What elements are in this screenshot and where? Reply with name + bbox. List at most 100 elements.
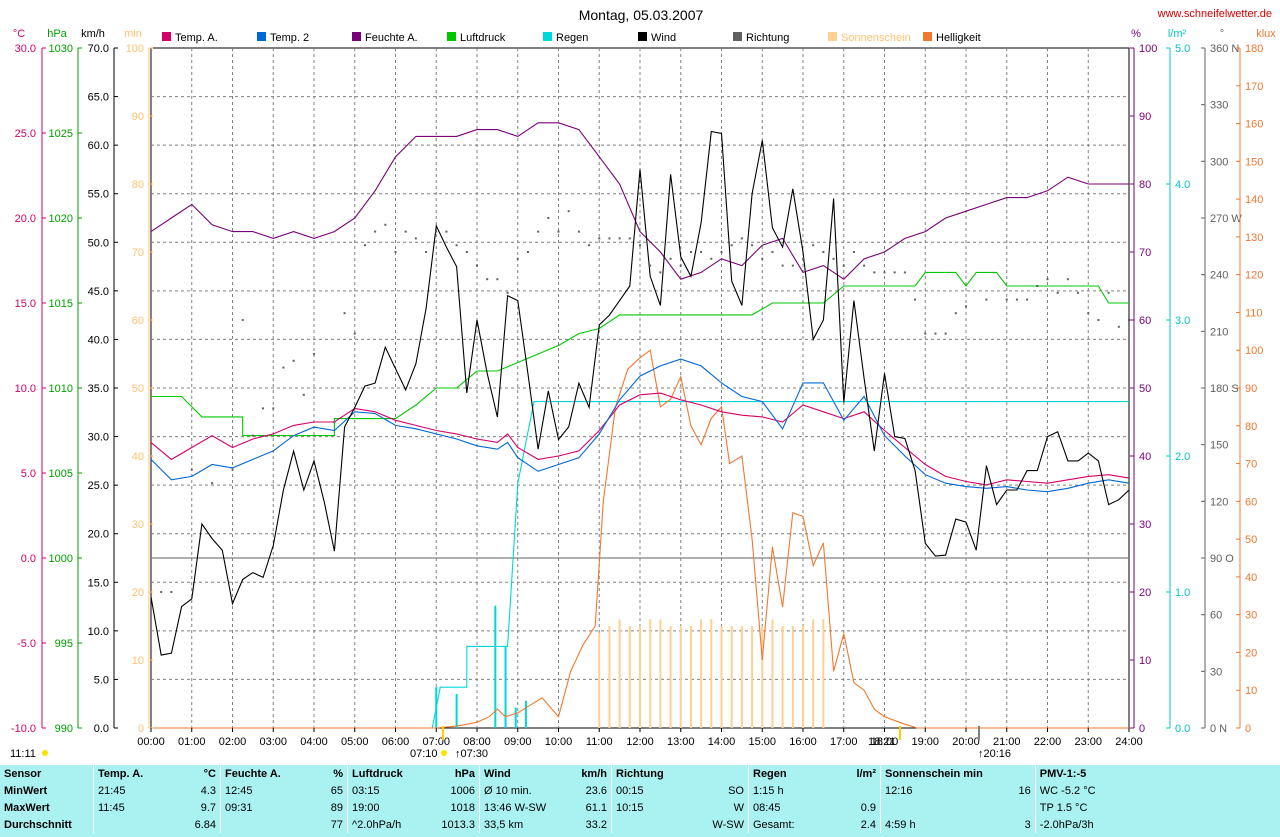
summary-cell: 33.2: [585, 818, 607, 831]
wind-axis-tick-label: 40.0: [88, 334, 109, 346]
series-lines: [150, 122, 1130, 729]
direction-point: [863, 264, 866, 267]
summary-row-label: MinWert: [4, 784, 48, 797]
summary-header-cell: [987, 765, 1036, 782]
series-helligkeit: [151, 349, 1129, 729]
direction-point: [649, 264, 652, 267]
minutes-axis-tick-label: 10: [132, 655, 144, 667]
legend-label: Feuchte A.: [365, 32, 418, 44]
direction-point: [333, 421, 336, 423]
lux-axis-tick-label: 80: [1245, 421, 1257, 433]
summary-header-cell: °C: [203, 767, 216, 780]
summary-cell: 21:45: [93, 782, 172, 799]
direction-point: [1036, 285, 1039, 287]
direction-point: [251, 434, 254, 437]
direction-point: [761, 257, 764, 260]
direction-point: [791, 264, 794, 267]
direction-point: [577, 230, 580, 233]
time-tick-label: 08:00: [463, 736, 491, 748]
wind-axis-tick-label: 45.0: [88, 286, 109, 298]
time-tick-label: 21:00: [993, 736, 1021, 748]
humidity-axis-tick-label: 90: [1139, 111, 1151, 123]
summary-cell: 23.6: [585, 784, 607, 797]
sun-icon: [441, 750, 447, 756]
direction-point: [313, 353, 315, 355]
sunshine-bars: [598, 619, 825, 728]
summary-cell: [93, 816, 172, 833]
direction-point: [363, 244, 366, 247]
lux-axis-tick-label: 60: [1245, 496, 1257, 508]
direction-point: [394, 251, 397, 253]
wind-axis-tick-label: 20.0: [88, 529, 109, 541]
humidity-axis-tick-label: 20: [1139, 587, 1151, 599]
time-tick-label: 17:00: [830, 736, 858, 748]
summary-cell: 89: [330, 801, 343, 814]
direction-point: [537, 230, 540, 233]
legend-swatch: [352, 32, 361, 41]
series-luftdruck: [151, 271, 1129, 437]
direction-point: [781, 264, 784, 267]
humidity-axis-tick-label: 10: [1139, 655, 1151, 667]
site-url[interactable]: www.schneifelwetter.de: [1157, 8, 1272, 20]
legend-swatch: [733, 32, 742, 41]
time-tick-label: 07:00: [422, 736, 450, 748]
summary-cell: 12:45: [220, 782, 299, 799]
summary-cell: 1006: [450, 784, 475, 797]
axis-unit: hPa: [47, 28, 67, 40]
legend-swatch: [828, 32, 837, 41]
direction-axis-tick-label: 210: [1210, 326, 1228, 338]
direction-axis-tick-label: 0 N: [1210, 723, 1227, 735]
summary-cell: 77: [330, 818, 343, 831]
direction-axis-tick-label: 180 S: [1210, 383, 1239, 395]
wind-axis-tick-label: 70.0: [88, 43, 109, 55]
time-tick-label: 16:00: [789, 736, 817, 748]
summary-cell: 11:45: [93, 799, 172, 816]
lux-axis-tick-label: 10: [1245, 685, 1257, 697]
summary-cell: [827, 782, 881, 799]
minutes-axis-tick-label: 30: [132, 519, 144, 531]
direction-point: [1056, 291, 1059, 294]
summary-cell: 1018: [450, 801, 475, 814]
direction-point: [710, 257, 713, 260]
direction-point: [965, 305, 967, 308]
direction-point: [1128, 319, 1130, 321]
direction-point: [1026, 298, 1029, 301]
temp-axis-tick-label: 5.0: [21, 468, 36, 480]
time-tick-label: 01:00: [178, 736, 206, 748]
chart-title: Montag, 05.03.2007: [579, 7, 704, 23]
direction-point: [893, 271, 896, 274]
axis-unit: l/m²: [1168, 28, 1187, 40]
direction-point: [588, 244, 591, 247]
summary-cell: [879, 799, 987, 816]
direction-point: [802, 257, 804, 260]
summary-cell: W-SW: [712, 818, 744, 831]
time-tick-label: 23:00: [1074, 736, 1102, 748]
humidity-axis-tick-label: 60: [1139, 315, 1151, 327]
lux-axis-tick-label: 130: [1245, 232, 1263, 244]
minutes-axis-tick-label: 90: [132, 111, 144, 123]
time-tick-label: 19:00: [911, 736, 939, 748]
direction-point: [211, 482, 214, 485]
direction-point: [608, 237, 611, 240]
direction-point: [924, 332, 927, 335]
hpa-axis-tick-label: 1010: [49, 383, 73, 395]
hpa-axis-tick-label: 1005: [49, 468, 73, 480]
hpa-axis-tick-label: 995: [55, 638, 73, 650]
legend-label: Helligkeit: [936, 32, 981, 44]
sun-icon: [42, 750, 48, 756]
summary-cell: SO: [728, 784, 744, 797]
direction-point: [914, 298, 917, 301]
lux-axis-tick-label: 120: [1245, 270, 1263, 282]
summary-cell: 09:31: [220, 799, 299, 816]
summary-cell: 19:00: [347, 799, 431, 816]
direction-axis-tick-label: 150: [1210, 440, 1228, 452]
summary-header-cell: [690, 765, 749, 782]
summary-cell: 9.7: [200, 801, 216, 814]
summary-cell: 4.3: [200, 784, 216, 797]
time-tick-label: 02:00: [219, 736, 247, 748]
minutes-axis-tick-label: 60: [132, 315, 144, 327]
direction-point: [618, 237, 621, 240]
direction-point: [1077, 291, 1080, 294]
humidity-axis-tick-label: 50: [1139, 383, 1151, 395]
direction-axis-tick-label: 60: [1210, 610, 1222, 622]
